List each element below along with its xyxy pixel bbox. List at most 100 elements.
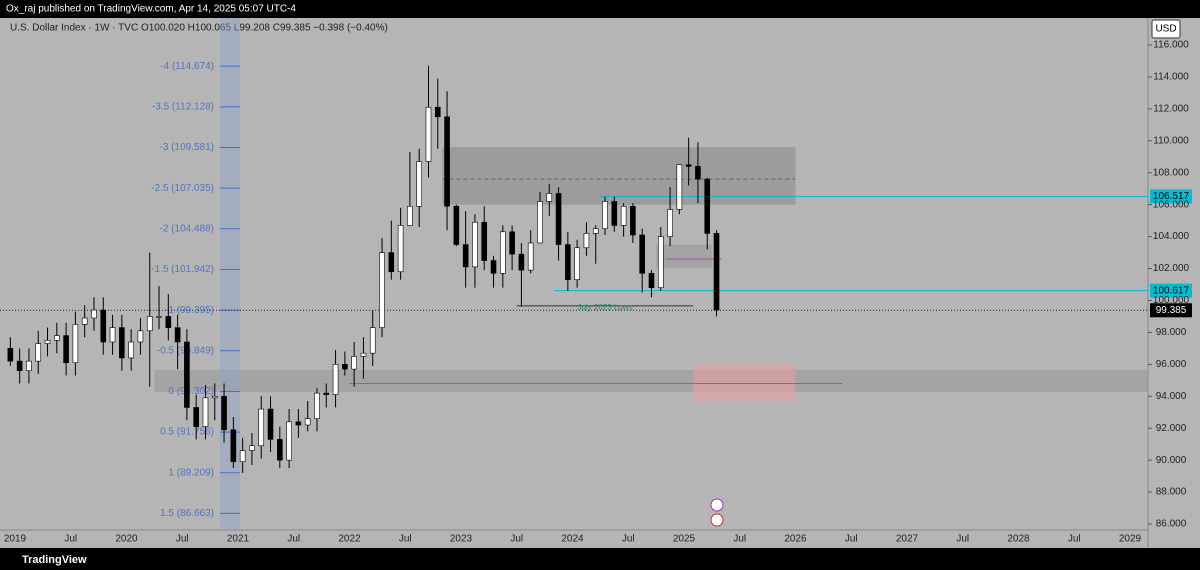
candle-body [7, 348, 14, 362]
y-tick-label: 110.000 [1153, 135, 1189, 146]
candle-body [156, 316, 162, 318]
currency-button[interactable] [1151, 19, 1181, 39]
fib-label: -4 (114.674) [160, 61, 214, 72]
event-icon[interactable] [710, 513, 724, 527]
candle-body [211, 395, 218, 399]
candle-body [72, 324, 79, 364]
candle-body [667, 209, 673, 237]
candle-body [602, 201, 608, 229]
candle-body [295, 421, 302, 426]
x-tick-label: 2029 [1119, 534, 1142, 545]
candle-body [286, 421, 292, 461]
candle-body [137, 330, 144, 343]
candle-body [527, 242, 534, 271]
fib-label: 1 (89.209) [168, 467, 214, 478]
candle-body [657, 236, 664, 288]
y-tick-label: 102.000 [1153, 263, 1190, 274]
candle-body [379, 252, 385, 328]
fib-label: -1.5 (101.942) [151, 264, 214, 275]
y-tick-label: 112.000 [1153, 104, 1189, 115]
y-tick-label: 94.000 [1156, 391, 1187, 402]
candle-body [537, 201, 543, 244]
x-tick-label: Jul [845, 534, 858, 545]
x-tick-label: Jul [622, 534, 635, 545]
price-badge [1150, 283, 1192, 298]
candle-body [462, 244, 469, 268]
header: Ox_raj published on TradingView.com, Apr… [6, 4, 296, 15]
candle-body [44, 340, 51, 344]
y-tick-label: 106.000 [1153, 199, 1190, 210]
header-bar [0, 0, 1200, 18]
candle-body [453, 205, 460, 245]
price-badge-label: 106.517 [1153, 191, 1190, 202]
candle-body [620, 205, 627, 226]
candle-body [388, 252, 395, 273]
candle-body [304, 418, 311, 426]
y-tick-label: 88.000 [1156, 487, 1187, 498]
fib-label: 1.5 (86.663) [160, 508, 214, 519]
y-tick-label: 86.000 [1156, 519, 1187, 530]
x-tick-label: Jul [510, 534, 523, 545]
fib-label: 0 (94.302) [168, 386, 214, 397]
candle-body [239, 450, 246, 463]
candle-body [509, 231, 515, 255]
lows-label: July 2023 Lows [577, 303, 632, 312]
candle-body [314, 392, 320, 419]
candle-body [360, 352, 367, 357]
currency[interactable]: USD [1155, 24, 1176, 35]
x-tick-label: Jul [1068, 534, 1081, 545]
candle-body [407, 205, 413, 226]
candle-body [277, 439, 283, 461]
y-tick-label: 92.000 [1156, 423, 1187, 434]
brand: TradingView [22, 554, 87, 566]
candle-body [119, 327, 125, 359]
candle-body [221, 395, 227, 431]
candle-body [258, 408, 265, 447]
zone [656, 244, 712, 268]
candle-body [91, 309, 97, 319]
candle-body [369, 327, 376, 354]
candle-body [342, 364, 348, 370]
candle-body [128, 341, 134, 359]
candle-body [704, 178, 711, 234]
candle-body [109, 327, 116, 343]
fib-label: -2 (104.488) [160, 223, 214, 234]
candle-body [249, 445, 255, 451]
candle-body [481, 221, 488, 261]
x-tick-label: 2027 [896, 534, 919, 545]
candle-body [676, 164, 683, 210]
candle-body [230, 429, 237, 463]
candle-body [434, 106, 441, 118]
candle-body [425, 106, 432, 162]
x-tick-label: 2019 [4, 534, 27, 545]
candle-body [592, 228, 599, 234]
candle-body [100, 309, 107, 343]
candle-body [695, 166, 701, 180]
fib-label: -3.5 (112.128) [152, 101, 214, 112]
candle-body [713, 233, 720, 311]
highlight-band [220, 18, 240, 530]
candle-body [165, 316, 172, 328]
candle-body [351, 356, 357, 370]
x-tick-label: 2024 [561, 534, 584, 545]
candle-body [146, 316, 153, 332]
x-tick-label: Jul [956, 534, 969, 545]
candle-body [416, 161, 422, 207]
event-icon[interactable] [710, 498, 724, 512]
candle-body [193, 407, 199, 427]
x-tick-label: 2022 [338, 534, 361, 545]
candle-body [500, 231, 506, 274]
zone [442, 147, 796, 205]
candle-body [518, 253, 525, 271]
candle-body [54, 335, 60, 341]
x-tick-label: 2026 [784, 534, 807, 545]
y-tick-label: 108.000 [1153, 167, 1190, 178]
candle-body [184, 341, 190, 408]
legend: U.S. Dollar Index · 1W · TVC O100.020 H1… [10, 23, 388, 34]
y-tick-label: 114.000 [1153, 72, 1189, 83]
price-badge [1150, 303, 1192, 318]
candle-body [202, 397, 209, 427]
candle-body [332, 364, 339, 395]
candle-body [611, 201, 618, 226]
